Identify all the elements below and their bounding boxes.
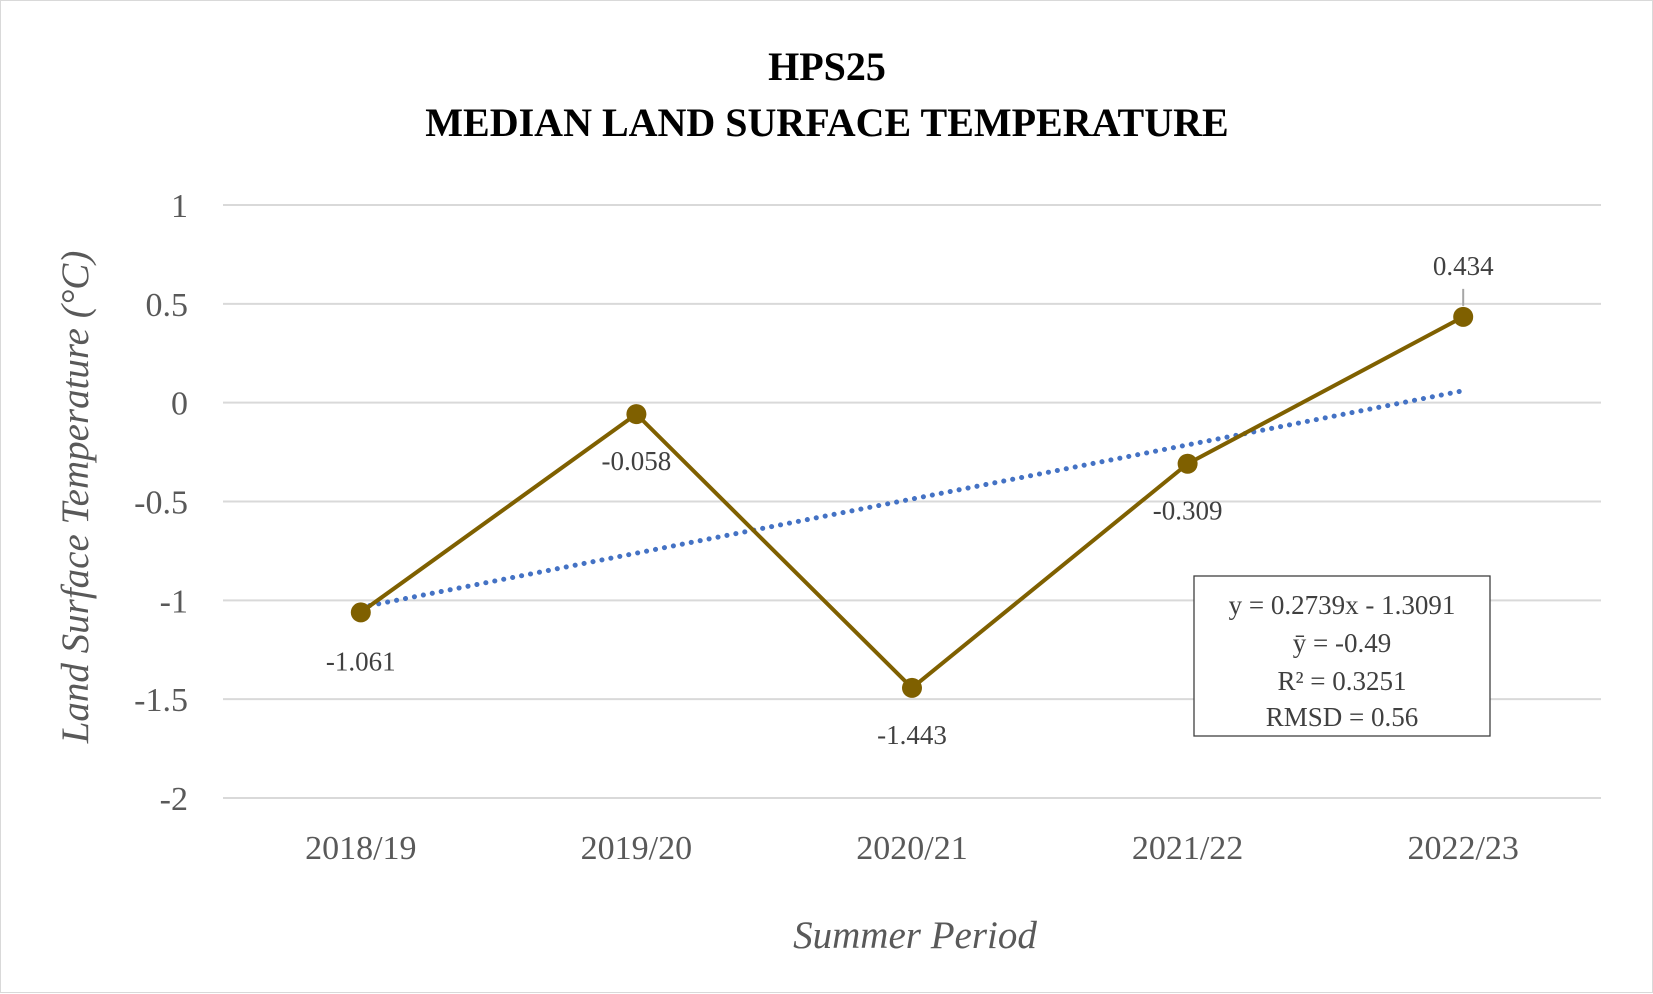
trendline-rmsd: RMSD = 0.56: [1266, 702, 1419, 732]
y-tick-label: -0.5: [134, 485, 188, 522]
data-label: -1.061: [326, 646, 396, 676]
trendline-layer: [358, 388, 1466, 610]
chart-title-line-1: HPS25: [768, 44, 886, 89]
trendline-equation: y = 0.2739x - 1.3091: [1229, 590, 1456, 620]
x-tick-label: 2018/19: [305, 830, 416, 867]
y-axis-ticks: 1 0.5 0 -0.5 -1 -1.5 -2: [134, 188, 188, 818]
chart-title-line-2: MEDIAN LAND SURFACE TEMPERATURE: [425, 100, 1228, 145]
y-tick-label: -2: [160, 781, 188, 818]
data-label: -1.443: [877, 720, 947, 750]
x-axis-ticks: 2018/19 2019/20 2020/21 2021/22 2022/23: [305, 830, 1519, 867]
y-axis-title: Land Surface Temperature (°C): [54, 251, 97, 745]
y-tick-label: 0.5: [146, 287, 189, 324]
y-tick-label: 1: [171, 188, 188, 225]
gridlines: [223, 204, 1601, 799]
trendline-mean: ȳ = -0.49: [1293, 628, 1391, 658]
data-labels: -1.061 -0.058 -1.443 -0.309 0.434: [326, 251, 1494, 750]
x-axis-title: Summer Period: [793, 914, 1037, 957]
data-point: [626, 404, 647, 425]
data-point: [350, 602, 371, 623]
series-layer: [350, 306, 1474, 698]
data-point: [1453, 306, 1474, 327]
y-tick-label: 0: [171, 386, 188, 423]
trendline: [358, 388, 1466, 610]
x-tick-label: 2021/22: [1132, 830, 1243, 867]
x-tick-label: 2020/21: [856, 830, 967, 867]
trendline-r-squared: R² = 0.3251: [1277, 666, 1406, 696]
data-label: -0.058: [602, 446, 672, 476]
x-tick-label: 2019/20: [581, 830, 692, 867]
y-tick-label: -1: [160, 583, 188, 620]
x-tick-label: 2022/23: [1407, 830, 1518, 867]
y-tick-label: -1.5: [134, 682, 188, 719]
data-point: [902, 677, 922, 698]
trendline-equation-box: y = 0.2739x - 1.3091 ȳ = -0.49 R² = 0.32…: [1193, 575, 1491, 737]
data-label: 0.434: [1433, 251, 1494, 281]
equation-box-border: [1193, 575, 1491, 737]
data-point: [1177, 453, 1198, 474]
data-label: -0.309: [1153, 496, 1223, 526]
